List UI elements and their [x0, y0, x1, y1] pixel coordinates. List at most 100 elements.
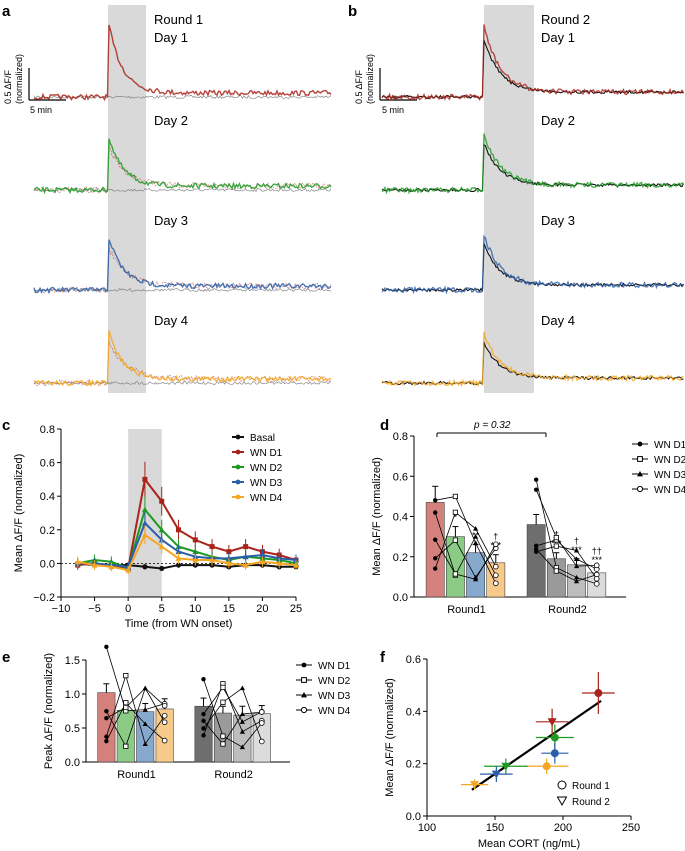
pvalue-label: p = 0.32 — [473, 420, 511, 431]
panel-d-subject-line — [434, 539, 497, 580]
panel-c-point — [175, 562, 182, 568]
panel-c-point — [225, 555, 232, 561]
panel-letter-d: d — [380, 417, 389, 434]
panel-c-point — [141, 520, 148, 526]
panel-f-point-round2 — [501, 762, 511, 771]
panel-c-series-line-3 — [77, 507, 297, 570]
panel-c-legend-label: WN D3 — [250, 478, 283, 489]
panel-a-day1-label: Day 1 — [154, 30, 188, 45]
panel-c-legend-label: Basal — [250, 433, 275, 444]
panel-f-y-tick-label: 0.6 — [406, 654, 421, 666]
panel-e-subject-point — [201, 733, 206, 738]
panel-a-day3-trace — [33, 239, 332, 295]
panel-a-day1-reference-trace — [33, 246, 332, 294]
panel-e-subject-point — [239, 744, 245, 750]
panel-e-subject-point — [239, 729, 245, 734]
panel-e-bar — [116, 710, 135, 763]
panel-d-bar-chart: p = 0.32 0.0 0.2 0.4 0.6 0.8 Mean ΔF/F (norma… — [371, 420, 685, 616]
panel-d-y-tick-label: 0.4 — [393, 512, 408, 524]
panel-d-subject-point — [553, 568, 559, 574]
panel-b-day4-label: Day 4 — [541, 313, 575, 328]
panel-b-day1-label: Day 1 — [541, 30, 575, 45]
panel-d-subject-line — [435, 495, 497, 584]
panel-f-x-tick-label: 250 — [622, 822, 640, 834]
panel-b-day3-trace — [381, 234, 684, 295]
panel-e-legend-label: WN D1 — [318, 661, 351, 672]
panel-a-day1-trace — [33, 24, 332, 102]
panel-c-point — [158, 526, 165, 533]
panel-c-point — [293, 562, 299, 568]
panel-f-legend-marker-round2 — [556, 796, 568, 807]
panel-c-point — [259, 558, 266, 565]
panel-e-subject-point — [142, 707, 148, 712]
panel-c-point — [125, 567, 132, 573]
panel-c-x-tick-label: 20 — [256, 603, 268, 615]
panel-d-subject-point — [533, 549, 539, 555]
panel-d-subject-point — [433, 566, 438, 571]
panel-e-subject-point — [239, 711, 245, 717]
panel-c-point — [226, 549, 232, 555]
panel-d-subject-point — [593, 575, 600, 582]
panel-e-legend-label: WN D4 — [318, 706, 351, 717]
panel-f-point-round1 — [550, 733, 559, 742]
panel-b-day2-trace — [381, 133, 684, 195]
panel-d-legend-label: WN D4 — [654, 485, 685, 496]
panel-c-point — [176, 527, 181, 533]
panel-c-x-tick-label: −5 — [88, 603, 101, 615]
panel-e-subject-line — [203, 679, 263, 748]
panel-e-legend-marker — [301, 662, 307, 668]
panel-d-subject-point — [472, 576, 479, 582]
panel-d-y-tick-label: 0.2 — [393, 552, 408, 564]
panel-d-subject-point — [433, 498, 438, 503]
panel-f-point-round2 — [491, 770, 501, 779]
panel-a-scale-y-label2: (normalized) — [14, 54, 24, 104]
panel-c-point — [175, 555, 182, 561]
panel-d-subject-point — [533, 487, 539, 492]
panel-f-y-tick-label: 0.4 — [406, 706, 421, 718]
panel-e-subject-line — [203, 682, 262, 736]
panel-c-point — [141, 506, 148, 513]
panel-d-subject-point — [472, 526, 479, 531]
panel-f-legend-label: Round 1 — [572, 781, 610, 792]
panel-f-point-round2 — [470, 781, 480, 790]
panel-a-day4-trace — [33, 330, 332, 388]
panel-d-subject-point — [492, 563, 499, 570]
panel-d-legend-marker — [637, 456, 643, 462]
panel-f-point-round1 — [550, 749, 559, 758]
panel-e-bar-chart: 0.0 0.5 1.0 1.5 Peak ΔF/F (normalized) Round1… — [43, 644, 351, 781]
panel-d-subject-line — [434, 512, 497, 577]
panel-d-subject-point — [573, 547, 580, 553]
panel-b-scale-y-label2: (normalized) — [365, 54, 375, 104]
panel-c-legend-marker — [235, 479, 241, 485]
panel-d-subject-point — [593, 581, 600, 587]
panel-b-day2-label: Day 2 — [541, 113, 575, 128]
panel-e-legend-label: WN D3 — [318, 691, 351, 702]
panel-c-y-tick-label: 0.8 — [40, 424, 55, 436]
panel-d-subject-point — [433, 556, 438, 561]
panel-c-x-tick-label: 10 — [189, 603, 201, 615]
panel-d-bar — [526, 524, 546, 598]
panel-f-legend-label: Round 2 — [572, 797, 610, 808]
panel-d-subject-point — [573, 563, 580, 569]
panel-c-point — [209, 557, 216, 563]
panel-c-y-tick-label: 0.4 — [40, 491, 55, 503]
panel-a-day1-reference-trace — [33, 340, 332, 387]
panel-a-scale-x-label: 5 min — [30, 105, 52, 115]
panel-d-y-tick-label: 0.0 — [393, 592, 408, 604]
panel-e-subject-point — [258, 709, 265, 715]
panel-e-subject-line — [106, 702, 165, 742]
panel-d-subject-point — [492, 572, 499, 579]
panel-d-significance-mark: *** — [591, 555, 602, 565]
panel-d-legend-marker — [637, 441, 643, 447]
panel-d-legend-label: WN D1 — [654, 440, 685, 451]
panel-c-legend-marker — [235, 434, 241, 440]
panel-e-subject-line — [105, 674, 165, 745]
panel-f-x-tick-label: 100 — [418, 822, 436, 834]
panel-d-group-label: Round1 — [447, 604, 486, 616]
panel-b-traces: Round 2 Day 1 Day 2 Day 3 Day 4 0.5 ΔF/F… — [354, 5, 685, 393]
panel-c-point — [91, 562, 98, 568]
panel-e-subject-point — [142, 741, 148, 747]
panel-d-y-tick-label: 0.6 — [393, 471, 408, 483]
panel-e-subject-point — [123, 700, 129, 706]
panel-e-subject-point — [142, 685, 148, 691]
